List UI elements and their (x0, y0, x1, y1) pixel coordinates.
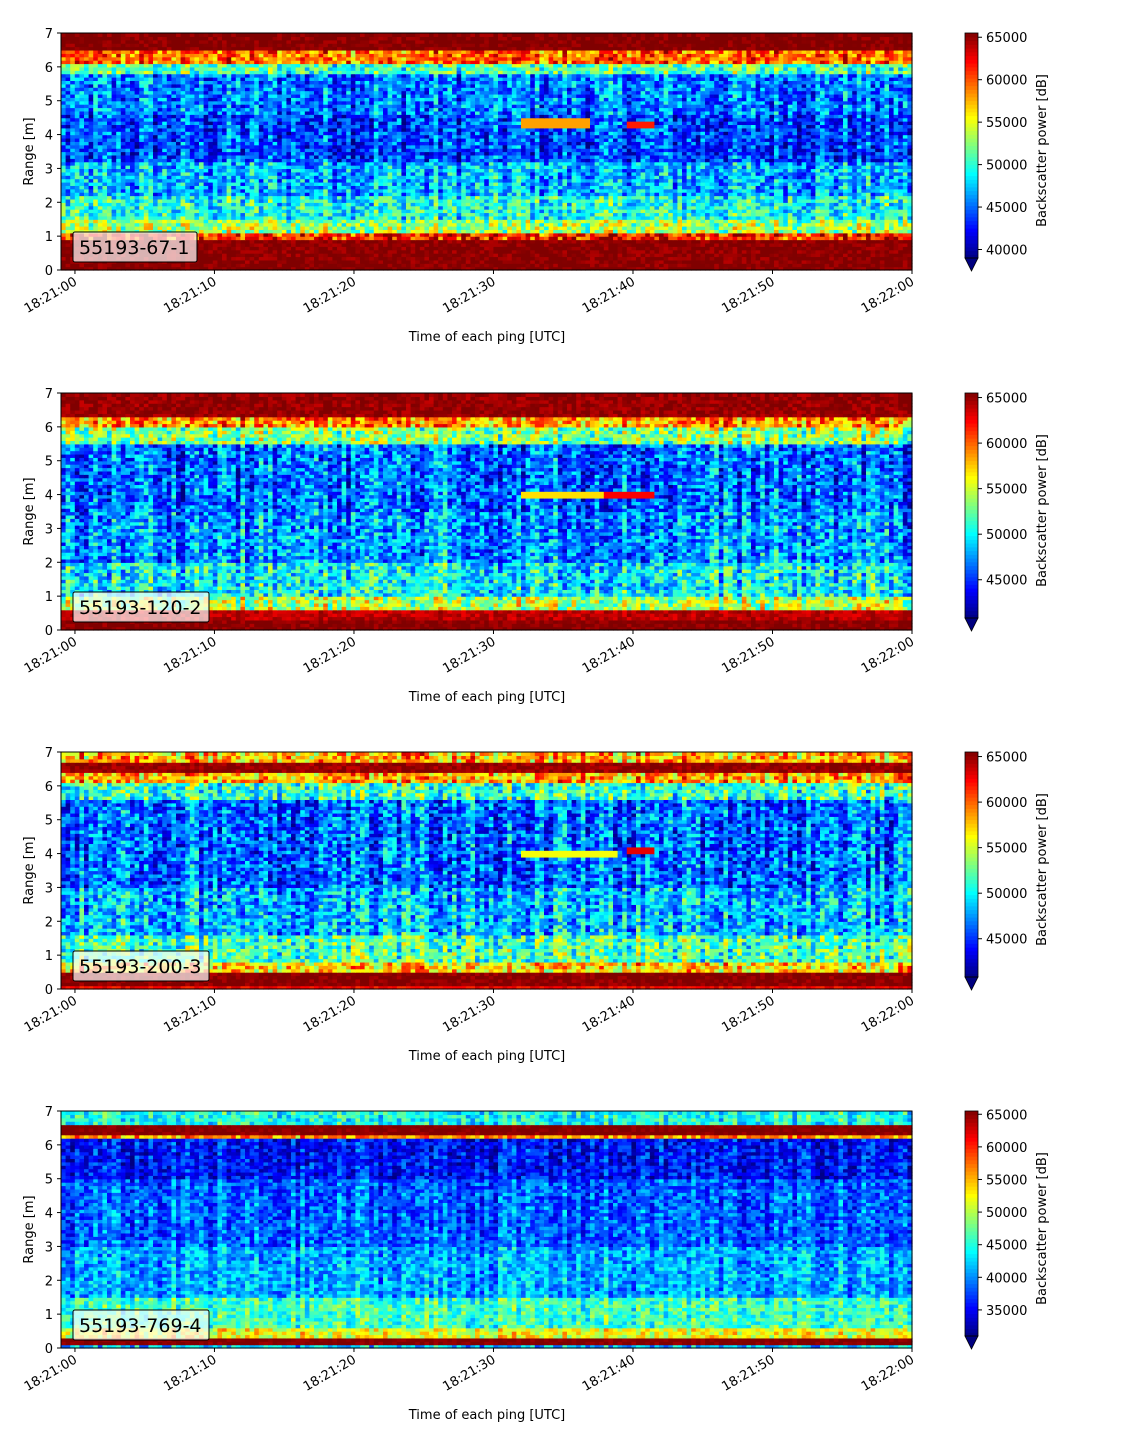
chart-panel-1: 01234567Range [m]18:21:00 18:21:10 18:21:2… (22, 27, 1050, 345)
